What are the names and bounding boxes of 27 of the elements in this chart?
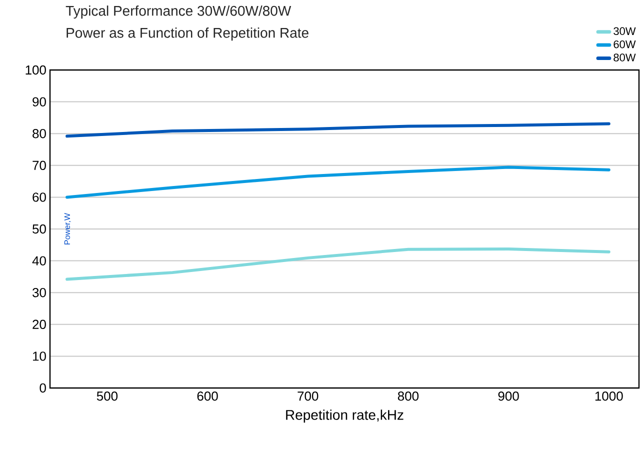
- line-series: [66, 248, 610, 281]
- x-tick-label: 900: [498, 392, 519, 401]
- y-tick-label: 80: [32, 128, 46, 138]
- line-series: [66, 122, 610, 138]
- y-tick-label: 10: [33, 352, 46, 361]
- y-tick-label: 0: [40, 383, 46, 393]
- line-series: [66, 166, 610, 199]
- y-tick-label: 70: [32, 160, 46, 170]
- y-tick-label: 40: [32, 256, 46, 266]
- legend-label: 80W: [614, 54, 636, 62]
- legend-label: 30W: [614, 27, 636, 36]
- y-tick-label: 60: [32, 192, 46, 202]
- x-tick-label: 600: [197, 392, 218, 401]
- y-tick-label: 30: [32, 288, 46, 298]
- x-tick-label: 700: [298, 392, 318, 401]
- chart-title: Typical Performance 30W/60W/80W: [66, 6, 292, 19]
- chart-subtitle: Power as a Function of Repetition Rate: [66, 28, 308, 41]
- y-tick-label: 50: [32, 224, 46, 234]
- y-tick-label: 20: [32, 320, 46, 329]
- x-tick-label: 800: [398, 392, 419, 401]
- y-tick-label: 90: [32, 97, 46, 106]
- y-tick-label: 100: [26, 65, 46, 75]
- x-tick-label: 500: [96, 392, 118, 401]
- y-axis-title: Power,W: [64, 213, 71, 244]
- x-tick-label: 1000: [595, 392, 623, 401]
- legend-label: 60W: [614, 40, 636, 48]
- x-axis-title: Repetition rate,kHz: [286, 410, 404, 423]
